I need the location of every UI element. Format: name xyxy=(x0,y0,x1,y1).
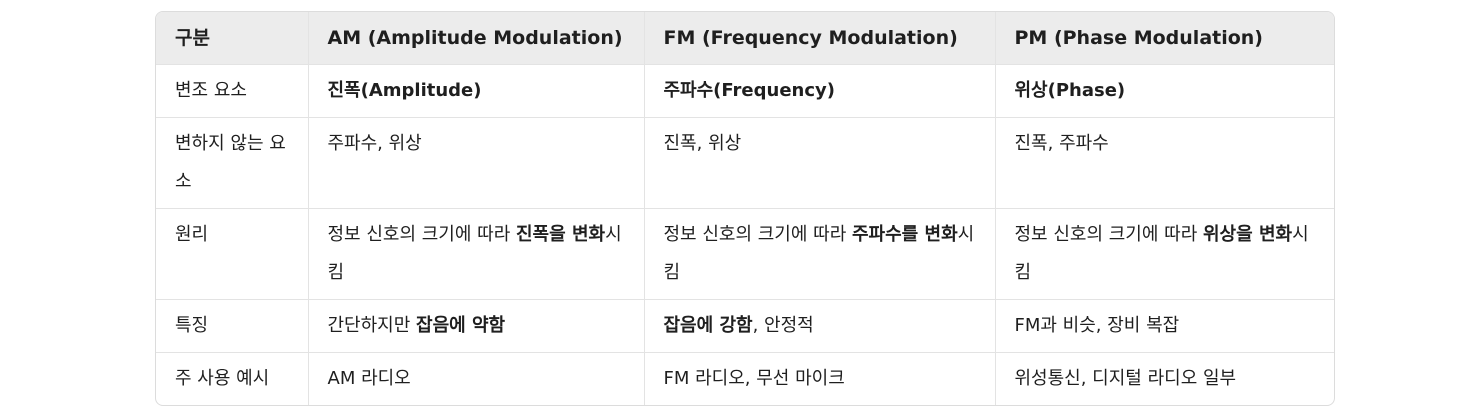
row-label: 주 사용 예시 xyxy=(156,352,309,405)
header-row: 구분 AM (Amplitude Modulation) FM (Frequen… xyxy=(156,12,1334,65)
am-cell: 간단하지만 잡음에 약함 xyxy=(308,299,645,353)
table-row: 변하지 않는 요소 주파수, 위상 진폭, 위상 진폭, 주파수 xyxy=(156,117,1334,209)
am-cell-strong: 진폭(Amplitude) xyxy=(327,80,482,101)
table-body: 변조 요소 진폭(Amplitude) 주파수(Frequency) 위상(Ph… xyxy=(156,64,1334,405)
am-cell: AM 라디오 xyxy=(308,352,645,405)
table-header: 구분 AM (Amplitude Modulation) FM (Frequen… xyxy=(156,12,1334,65)
fm-cell: 정보 신호의 크기에 따라 주파수를 변화시킴 xyxy=(644,208,996,300)
am-cell: 정보 신호의 크기에 따라 진폭을 변화시킴 xyxy=(308,208,645,300)
pm-cell-text: 정보 신호의 크기에 따라 xyxy=(1014,224,1203,245)
table-row: 주 사용 예시 AM 라디오 FM 라디오, 무선 마이크 위성통신, 디지털 … xyxy=(156,352,1334,405)
am-cell: 주파수, 위상 xyxy=(308,117,645,209)
header-fm: FM (Frequency Modulation) xyxy=(644,12,996,65)
am-cell-text-after: 시킴 xyxy=(327,224,622,283)
row-label: 원리 xyxy=(156,208,309,300)
pm-cell: FM과 비슷, 장비 복잡 xyxy=(995,299,1334,353)
modulation-comparison-table: 구분 AM (Amplitude Modulation) FM (Frequen… xyxy=(156,12,1334,405)
table-row: 특징 간단하지만 잡음에 약함 잡음에 강함, 안정적 FM과 비슷, 장비 복… xyxy=(156,299,1334,353)
fm-cell-text: 정보 신호의 크기에 따라 xyxy=(663,224,852,245)
pm-cell: 위상(Phase) xyxy=(995,64,1334,118)
pm-cell-strong: 위상(Phase) xyxy=(1014,80,1126,101)
pm-cell: 진폭, 주파수 xyxy=(995,117,1334,209)
header-category: 구분 xyxy=(156,12,309,65)
am-cell-text: 정보 신호의 크기에 따라 xyxy=(327,224,516,245)
fm-cell-strong: 주파수(Frequency) xyxy=(663,80,836,101)
table-row: 변조 요소 진폭(Amplitude) 주파수(Frequency) 위상(Ph… xyxy=(156,64,1334,118)
pm-cell-strong: 위상을 변화 xyxy=(1203,224,1293,245)
fm-cell-text-after: , 안정적 xyxy=(752,315,814,336)
fm-cell: 진폭, 위상 xyxy=(644,117,996,209)
am-cell-strong: 진폭을 변화 xyxy=(516,224,606,245)
fm-cell: FM 라디오, 무선 마이크 xyxy=(644,352,996,405)
fm-cell: 주파수(Frequency) xyxy=(644,64,996,118)
row-label: 변조 요소 xyxy=(156,64,309,118)
fm-cell-strong: 잡음에 강함 xyxy=(663,315,753,336)
row-label: 특징 xyxy=(156,299,309,353)
pm-cell-text: FM과 비슷, 장비 복잡 xyxy=(1014,315,1180,336)
fm-cell: 잡음에 강함, 안정적 xyxy=(644,299,996,353)
fm-cell-strong: 주파수를 변화 xyxy=(852,224,958,245)
am-cell-strong: 잡음에 약함 xyxy=(416,315,506,336)
pm-cell: 정보 신호의 크기에 따라 위상을 변화시킴 xyxy=(995,208,1334,300)
am-cell: 진폭(Amplitude) xyxy=(308,64,645,118)
comparison-table-container: 구분 AM (Amplitude Modulation) FM (Frequen… xyxy=(155,11,1335,406)
pm-cell-text-after: 시킴 xyxy=(1014,224,1309,283)
table-row: 원리 정보 신호의 크기에 따라 진폭을 변화시킴 정보 신호의 크기에 따라 … xyxy=(156,208,1334,300)
header-pm: PM (Phase Modulation) xyxy=(995,12,1334,65)
pm-cell: 위성통신, 디지털 라디오 일부 xyxy=(1014,368,1237,389)
header-am: AM (Amplitude Modulation) xyxy=(308,12,645,65)
row-label: 변하지 않는 요소 xyxy=(156,117,309,209)
am-cell-text: 간단하지만 xyxy=(327,315,417,336)
fm-cell-text-after: 시킴 xyxy=(663,224,975,283)
